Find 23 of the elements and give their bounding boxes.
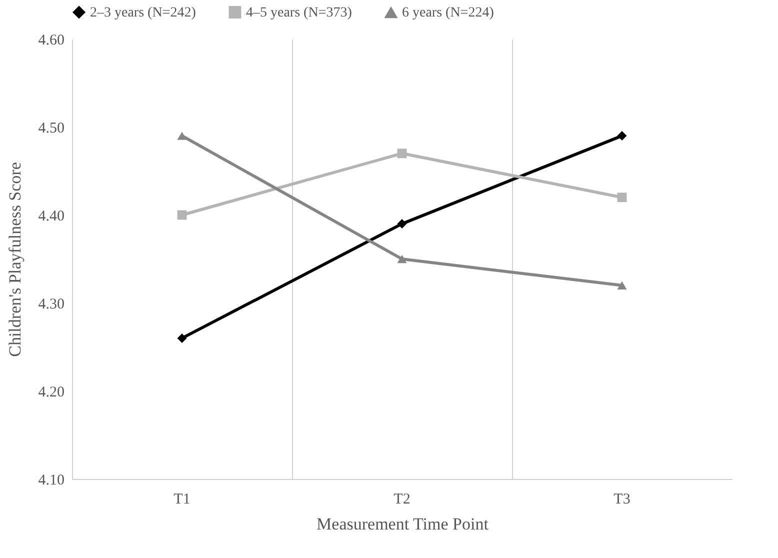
- legend-label: 6 years (N=224): [402, 6, 494, 21]
- y-tick-label: 4.20: [38, 384, 64, 400]
- point: [617, 192, 627, 202]
- y-axis-title: Children's Playfulness Score: [5, 162, 24, 357]
- point: [617, 131, 627, 141]
- x-axis-title: Measurement Time Point: [316, 514, 489, 534]
- legend-label: 4–5 years (N=373): [246, 5, 352, 20]
- point: [397, 254, 407, 264]
- point: [177, 132, 187, 140]
- point: [177, 333, 187, 343]
- y-tick-label: 4.40: [38, 208, 64, 224]
- point: [397, 219, 407, 229]
- legend-label: 2–3 years (N=242): [90, 5, 196, 20]
- y-tick-label: 4.10: [38, 472, 64, 488]
- y-tick-label: 4.30: [38, 296, 64, 312]
- x-tick-label: T1: [174, 492, 190, 508]
- point: [177, 210, 187, 220]
- point: [617, 281, 627, 290]
- y-tick-label: 4.50: [38, 120, 64, 136]
- x-tick-label: T3: [614, 492, 630, 508]
- point: [397, 148, 407, 158]
- y-tick-label: 4.60: [38, 32, 64, 48]
- x-tick-label: T2: [394, 492, 410, 508]
